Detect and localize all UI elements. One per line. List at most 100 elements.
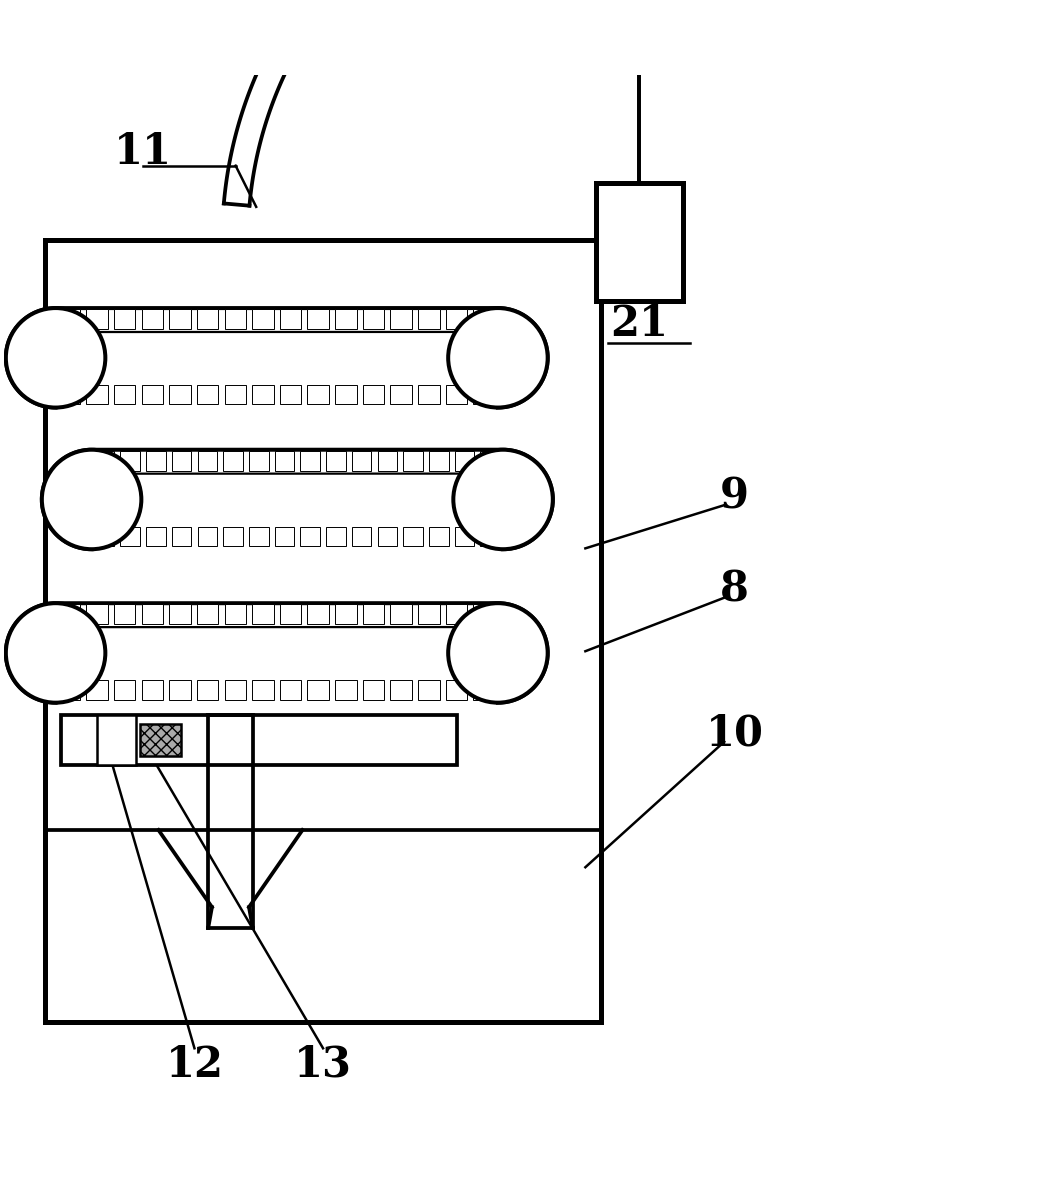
Bar (142, 605, 163, 624)
Bar (280, 384, 302, 404)
Bar (308, 605, 329, 624)
Bar (280, 680, 302, 699)
Bar (275, 527, 295, 546)
Bar (61, 716, 456, 765)
Bar (403, 527, 423, 546)
Bar (169, 605, 191, 624)
Bar (198, 527, 217, 546)
Bar (142, 309, 163, 329)
Bar (391, 605, 412, 624)
Bar (335, 605, 357, 624)
Bar (335, 384, 357, 404)
Bar (429, 450, 449, 470)
Bar (308, 309, 329, 329)
Bar (120, 450, 140, 470)
Bar (391, 384, 412, 404)
Text: 11: 11 (114, 131, 172, 173)
Bar (225, 605, 246, 624)
Bar (335, 680, 357, 699)
Bar (225, 309, 246, 329)
Bar (280, 605, 302, 624)
Bar (446, 680, 468, 699)
Bar (595, 183, 683, 302)
Bar (142, 680, 163, 699)
Bar (142, 384, 163, 404)
Bar (363, 605, 385, 624)
Bar (301, 450, 320, 470)
Text: 10: 10 (705, 712, 763, 755)
Bar (86, 605, 108, 624)
Bar (252, 605, 274, 624)
Bar (252, 680, 274, 699)
Bar (352, 450, 371, 470)
Bar (59, 384, 80, 404)
Bar (146, 527, 166, 546)
Bar (473, 605, 495, 624)
Bar (249, 527, 269, 546)
Circle shape (453, 449, 553, 549)
Bar (86, 309, 108, 329)
Circle shape (6, 604, 106, 703)
Bar (96, 716, 136, 765)
Bar (280, 309, 302, 329)
Text: 9: 9 (720, 476, 749, 518)
Bar (308, 680, 329, 699)
Bar (252, 384, 274, 404)
Bar (225, 680, 246, 699)
Text: 13: 13 (295, 1043, 352, 1086)
Bar (480, 527, 500, 546)
Bar (169, 384, 191, 404)
Bar (418, 605, 440, 624)
Bar (363, 680, 385, 699)
Bar (377, 527, 397, 546)
Bar (327, 527, 345, 546)
Bar (114, 309, 136, 329)
Bar (473, 384, 495, 404)
Circle shape (6, 308, 106, 408)
Text: 21: 21 (610, 303, 668, 345)
Bar (446, 384, 468, 404)
Bar (146, 450, 166, 470)
Bar (197, 309, 219, 329)
Bar (418, 384, 440, 404)
Bar (377, 450, 397, 470)
Bar (327, 450, 345, 470)
Bar (197, 680, 219, 699)
Bar (140, 724, 181, 756)
Bar (275, 450, 295, 470)
Bar (59, 680, 80, 699)
Bar (169, 680, 191, 699)
Bar (335, 309, 357, 329)
Bar (403, 450, 423, 470)
Bar (418, 680, 440, 699)
Bar (454, 450, 474, 470)
Bar (223, 450, 243, 470)
Bar (46, 239, 600, 1021)
Circle shape (448, 308, 548, 408)
Bar (391, 309, 412, 329)
Bar (225, 384, 246, 404)
Bar (197, 605, 219, 624)
Bar (59, 309, 80, 329)
Bar (120, 527, 140, 546)
Bar (446, 605, 468, 624)
Bar (418, 309, 440, 329)
Bar (197, 384, 219, 404)
Bar (363, 384, 385, 404)
Bar (86, 680, 108, 699)
Text: 12: 12 (166, 1043, 223, 1086)
Bar (172, 527, 192, 546)
Bar (429, 527, 449, 546)
Bar (198, 450, 217, 470)
Bar (308, 384, 329, 404)
Bar (363, 309, 385, 329)
Bar (86, 384, 108, 404)
Bar (480, 450, 500, 470)
Bar (473, 680, 495, 699)
Bar (114, 680, 136, 699)
Bar (94, 450, 114, 470)
Bar (352, 527, 371, 546)
Bar (391, 680, 412, 699)
Bar (169, 309, 191, 329)
Bar (454, 527, 474, 546)
